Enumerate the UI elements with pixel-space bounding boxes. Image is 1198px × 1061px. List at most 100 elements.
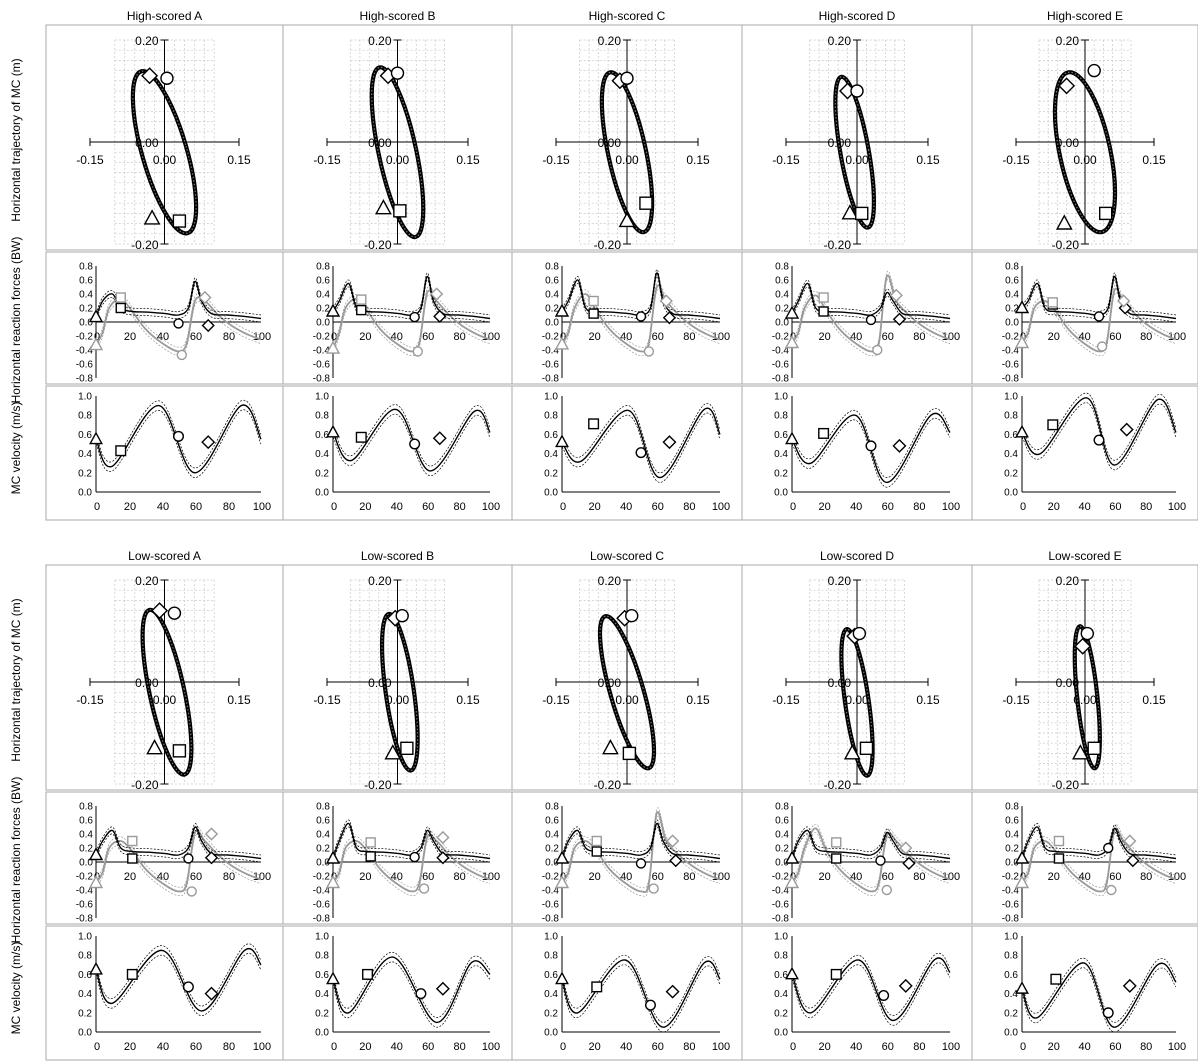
trajectory-y-tick-label: -0.20 — [131, 238, 159, 252]
trajectory-marker-circle — [850, 84, 864, 98]
force-marker-circle-gray — [872, 344, 883, 356]
trajectory-loop-detail — [381, 613, 419, 772]
force-black-band — [561, 819, 721, 856]
force-y-tick-label: -0.4 — [313, 886, 331, 897]
force-marker-square-gray — [1047, 297, 1059, 308]
velocity-y-tick-label: 0.4 — [315, 989, 329, 1000]
velocity-y-tick-label: 0.0 — [78, 488, 92, 499]
force-y-tick-label: -0.2 — [76, 872, 94, 883]
force-marker-diamond-gray — [1117, 294, 1131, 308]
velocity-x-tick-label: 20 — [588, 1041, 600, 1053]
trajectory-x-tick-label: 0.00 — [615, 693, 639, 707]
trajectory-x-tick-label: 0.15 — [1142, 153, 1166, 167]
velocity-band — [332, 404, 491, 467]
trajectory-x-tick-label: 0.15 — [456, 153, 480, 167]
velocity-x-tick-label: 60 — [190, 501, 202, 513]
force-black-band — [1021, 830, 1177, 863]
force-y-tick-label: 0.2 — [775, 844, 789, 855]
force-y-tick-label: -0.8 — [76, 914, 94, 925]
velocity-x-tick-label: 40 — [157, 1041, 169, 1053]
trajectory-marker-square — [172, 214, 187, 228]
trajectory-marker-triangle — [146, 739, 163, 755]
velocity-x-tick-label: 40 — [850, 1041, 862, 1053]
force-y-tick-label: 0.0 — [79, 318, 93, 329]
force-x-tick-label: 40 — [157, 871, 169, 883]
force-y-tick-label: -0.6 — [772, 900, 790, 911]
force-y-tick-label: -0.4 — [542, 346, 560, 357]
velocity-x-tick-label: 0 — [560, 501, 566, 513]
force-y-tick-label: -0.2 — [542, 332, 560, 343]
velocity-y-tick-label: 0.2 — [78, 468, 92, 479]
velocity-y-tick-label: 0.4 — [544, 449, 558, 460]
velocity-x-tick-label: 80 — [683, 1041, 695, 1053]
velocity-marker-triangle — [326, 971, 340, 985]
velocity-x-tick-label: 80 — [683, 501, 695, 513]
velocity-x-tick-label: 60 — [882, 501, 894, 513]
subplot-low-scored-d: Low-scored D-0.15 0.00 0.150.200.00-0.200.… — [741, 549, 973, 1061]
force-marker-diamond-black — [201, 318, 215, 333]
force-marker-circle-gray — [418, 883, 430, 894]
force-y-tick-label: 0.6 — [775, 816, 789, 827]
velocity-x-tick-label: 60 — [1109, 501, 1121, 513]
subplot-high-scored-d: High-scored D-0.15 0.00 0.150.200.00-0.200… — [741, 9, 973, 521]
force-y-tick-label: 0.6 — [316, 276, 330, 287]
force-x-tick-label: 80 — [683, 871, 695, 883]
velocity-marker-triangle — [785, 431, 799, 445]
velocity-marker-square — [591, 981, 603, 993]
force-x-tick-label: 80 — [453, 331, 465, 343]
velocity-y-tick-label: 0.6 — [774, 430, 788, 441]
velocity-y-tick-label: 0.2 — [78, 1008, 92, 1019]
force-marker-triangle — [1014, 300, 1030, 314]
force-y-tick-label: -0.4 — [76, 346, 94, 357]
trajectory-marker-circle — [160, 71, 174, 85]
force-x-tick-label: 40 — [850, 331, 862, 343]
velocity-y-tick-label: 0.4 — [1004, 449, 1018, 460]
trajectory-y-tick-label: 0.20 — [135, 34, 159, 48]
force-y-tick-label: -0.4 — [313, 346, 331, 357]
force-y-tick-label: 0.4 — [545, 290, 559, 301]
force-marker-triangle — [88, 309, 104, 323]
force-y-tick-label: 0.4 — [545, 830, 559, 841]
trajectory-loop-detail — [599, 615, 655, 769]
velocity-band — [791, 962, 951, 1026]
velocity-y-tick-label: 1.0 — [774, 932, 788, 943]
velocity-y-tick-label: 1.0 — [774, 392, 788, 403]
velocity-y-tick-label: 0.6 — [315, 430, 329, 441]
force-gray-band — [332, 838, 491, 896]
velocity-x-tick-label: 80 — [913, 1041, 925, 1053]
trajectory-y-tick-label: 0.00 — [368, 136, 392, 150]
velocity-y-tick-label: 0.8 — [1004, 951, 1018, 962]
force-gray-series — [1021, 287, 1177, 353]
velocity-band — [1021, 957, 1177, 1023]
velocity-marker-diamond — [1122, 978, 1137, 993]
force-marker-square-black — [1053, 853, 1065, 864]
force-marker-circle-gray — [1106, 884, 1117, 896]
velocity-y-tick-label: 0.8 — [78, 411, 92, 422]
trajectory-x-tick-label: -0.15 — [772, 693, 800, 707]
trajectory-marker-triangle — [143, 209, 161, 225]
trajectory-x-tick-label: 0.00 — [845, 153, 869, 167]
trajectory-x-tick-label: -0.15 — [1002, 693, 1030, 707]
velocity-y-tick-label: 0.2 — [315, 1008, 329, 1019]
velocity-band — [95, 943, 262, 1007]
trajectory-x-tick-label: 0.15 — [916, 153, 940, 167]
force-gray-series — [95, 829, 262, 893]
trajectory-y-tick-label: -0.20 — [594, 778, 622, 792]
row-label-text: MC velocity (m/s) — [9, 942, 23, 1035]
velocity-panel-frame — [971, 385, 1198, 521]
velocity-x-tick-label: 20 — [124, 501, 136, 513]
velocity-y-tick-label: 0.4 — [1004, 989, 1018, 1000]
velocity-y-tick-label: 0.2 — [774, 1008, 788, 1019]
force-marker-circle-black — [1103, 842, 1114, 854]
force-gray-series — [561, 284, 721, 353]
force-gray-series — [332, 833, 491, 893]
force-y-tick-label: -0.6 — [542, 900, 560, 911]
force-gray-band — [791, 823, 951, 888]
trajectory-y-tick-label: 0.00 — [368, 676, 392, 690]
velocity-marker-square — [362, 968, 374, 980]
force-x-tick-label: 20 — [124, 331, 136, 343]
subplot-title: Low-scored D — [820, 549, 894, 563]
force-y-tick-label: 0.6 — [316, 816, 330, 827]
velocity-y-tick-label: 1.0 — [78, 392, 92, 403]
velocity-y-tick-label: 0.4 — [78, 449, 92, 460]
